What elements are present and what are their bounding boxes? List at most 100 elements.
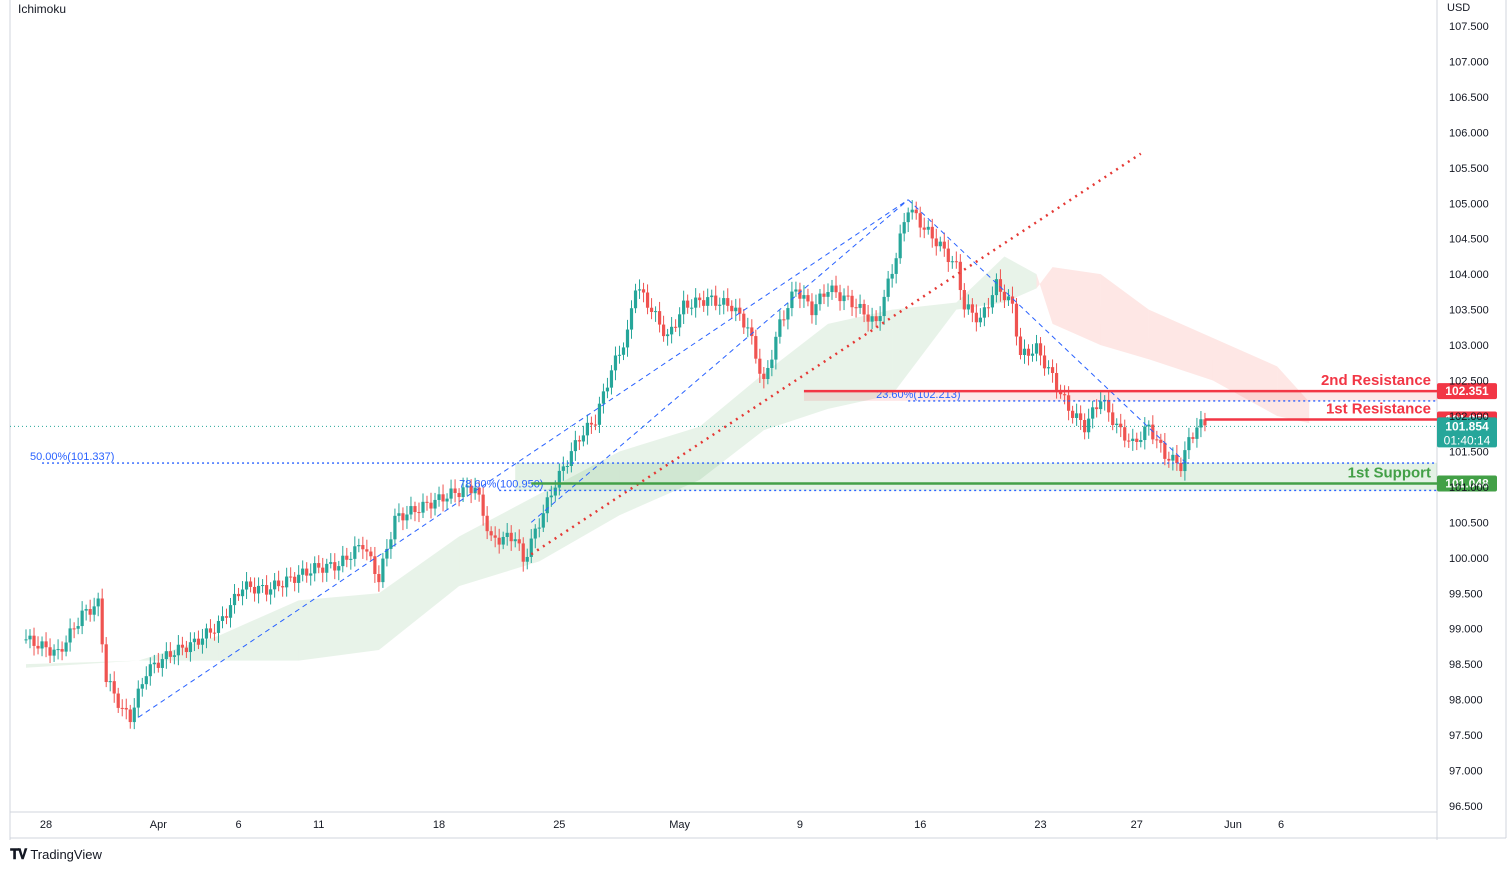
x-tick-label: 9 <box>797 819 803 831</box>
candle-body <box>216 620 221 633</box>
candle-body <box>649 307 654 312</box>
candle-body <box>918 213 922 228</box>
candle-body <box>962 290 966 310</box>
candle-body <box>513 539 517 542</box>
candle-body <box>573 440 577 452</box>
candle-body <box>934 238 938 247</box>
candle-body <box>854 307 858 309</box>
candle-body <box>505 532 509 537</box>
ichimoku-cloud-segment <box>1052 267 1101 346</box>
candle-body <box>184 647 188 653</box>
candle-body <box>1099 401 1103 410</box>
candle-body <box>260 585 265 587</box>
candle-body <box>874 316 878 322</box>
candle-body <box>974 312 978 323</box>
candle-body <box>445 498 449 502</box>
candle-body <box>730 305 734 312</box>
candle-body <box>36 645 40 649</box>
candle-body <box>405 514 409 521</box>
candle-body <box>144 676 148 685</box>
candle-body <box>742 313 746 328</box>
candle-body <box>678 314 682 328</box>
candle-body <box>641 289 646 293</box>
candle-body <box>541 513 545 528</box>
y-tick-label: 101.000 <box>1449 482 1489 494</box>
candle-body <box>509 532 513 542</box>
candle-body <box>1183 450 1187 472</box>
ichimoku-cloud-segment <box>1036 267 1053 324</box>
candle-body <box>629 308 634 330</box>
y-tick-label: 98.000 <box>1449 695 1483 707</box>
candle-body <box>810 301 814 316</box>
candle-body <box>252 586 257 594</box>
candle-body <box>381 558 385 583</box>
candle-body <box>902 222 906 234</box>
candle-body <box>1187 437 1191 451</box>
candle-body <box>806 295 810 302</box>
candle-body <box>329 562 333 564</box>
candle-body <box>1026 348 1031 356</box>
candle-body <box>886 278 890 297</box>
candle-body <box>469 485 473 494</box>
candle-body <box>385 548 389 559</box>
x-tick-label: 18 <box>433 819 445 831</box>
candle-body <box>818 293 822 305</box>
tradingview-logo[interactable]: 𝐓𝐕 TradingView <box>10 846 102 863</box>
candle-body <box>661 324 666 337</box>
candle-body <box>1139 440 1143 442</box>
y-tick-label: 102.000 <box>1449 411 1489 423</box>
candle-body <box>814 304 818 316</box>
fib-trendline-down <box>907 199 1190 466</box>
candle-body <box>409 506 413 515</box>
candle-body <box>1067 395 1071 411</box>
ichimoku-cloud-segment <box>892 302 957 395</box>
candle-body <box>970 304 974 313</box>
y-tick-label: 104.000 <box>1449 269 1489 281</box>
candle-body <box>569 451 573 466</box>
candle-body <box>1123 427 1127 441</box>
candle-body <box>240 589 245 597</box>
level-label: 1st Support <box>1348 465 1431 482</box>
candle-body <box>309 573 313 576</box>
candle-body <box>180 644 184 648</box>
candle-body <box>192 638 197 643</box>
candle-body <box>666 334 670 337</box>
candle-body <box>104 644 108 683</box>
candle-body <box>228 605 233 618</box>
candle-body <box>1167 458 1171 461</box>
y-tick-label: 106.000 <box>1449 127 1489 139</box>
candle-body <box>894 258 898 274</box>
candle-body <box>200 638 205 645</box>
candle-body <box>706 297 710 306</box>
candle-body <box>256 585 261 594</box>
candle-body <box>958 261 962 291</box>
candle-body <box>1171 454 1175 461</box>
candle-body <box>108 681 112 683</box>
candle-body <box>645 292 650 308</box>
candle-body <box>581 435 585 442</box>
last-price-tag <box>1437 417 1497 448</box>
y-tick-label: 98.500 <box>1449 659 1483 671</box>
candle-body <box>313 563 317 574</box>
candle-body <box>609 370 614 388</box>
candle-body <box>826 292 830 297</box>
tradingview-logo-icon: 𝐓𝐕 <box>10 846 27 862</box>
candle-body <box>208 628 213 633</box>
candle-body <box>834 285 838 293</box>
candle-body <box>433 499 437 509</box>
candle-body <box>188 642 193 653</box>
candle-body <box>1095 407 1099 410</box>
ichimoku-cloud-segment <box>218 600 299 661</box>
candle-body <box>176 644 180 656</box>
candle-body <box>950 261 954 263</box>
y-tick-label: 96.500 <box>1449 801 1483 813</box>
candle-body <box>926 226 930 230</box>
candle-body <box>866 314 870 322</box>
candle-body <box>361 545 365 550</box>
ichimoku-cloud-segment <box>699 373 764 480</box>
candle-body <box>726 298 730 306</box>
candle-body <box>1002 291 1007 301</box>
fib-level-label: 78.60%(100.950) <box>459 478 543 490</box>
y-tick-label: 105.000 <box>1449 198 1489 210</box>
